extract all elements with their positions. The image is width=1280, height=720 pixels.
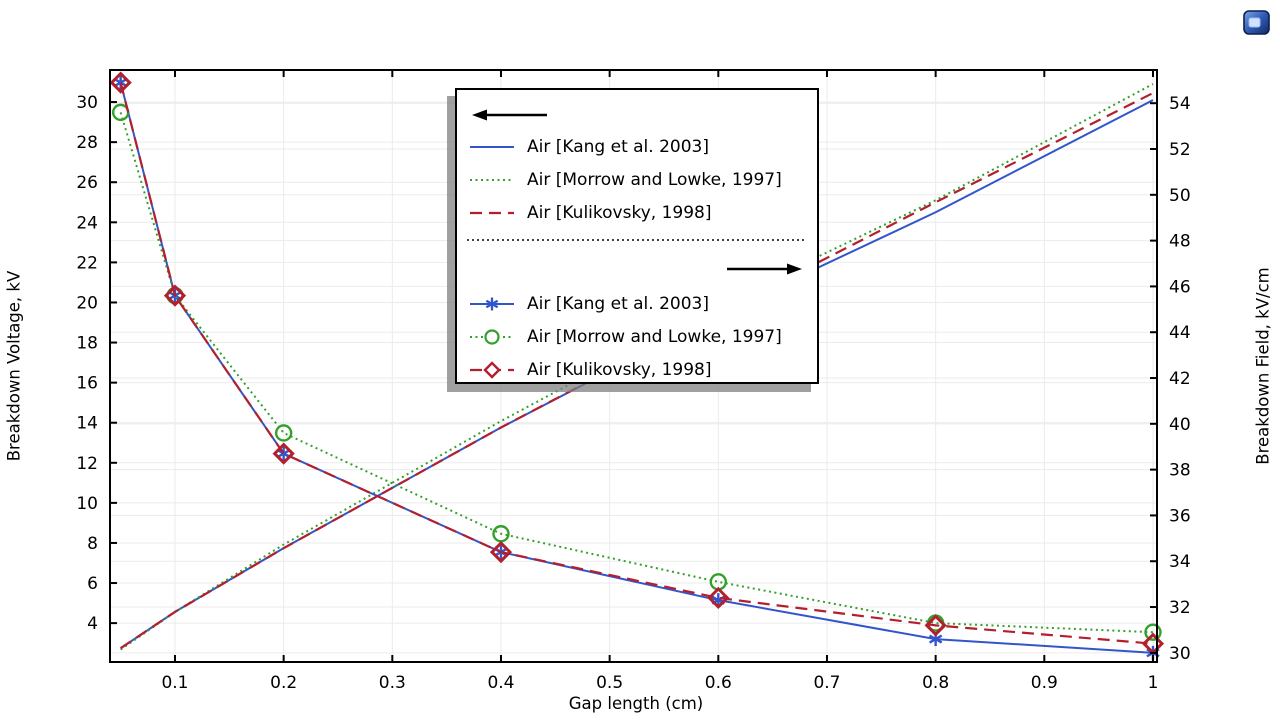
y-left-tick-label: 26 (76, 173, 98, 193)
y-axis-label-left: Breakdown Voltage, kV (4, 270, 24, 462)
legend-item-label: Air [Kulikovsky, 1998] (527, 202, 712, 223)
diamond-marker (163, 284, 187, 307)
y-left-tick-label: 18 (76, 334, 98, 354)
y-left-tick-label: 16 (76, 374, 98, 394)
legend-item: Air [Kang et al. 2003] (457, 287, 817, 320)
y-right-tick-label: 38 (1169, 461, 1191, 481)
legend-item: Air [Kulikovsky, 1998] (457, 353, 817, 386)
x-axis-label: Gap length (cm) (568, 694, 704, 713)
star-marker (928, 634, 943, 644)
series-line-4 (119, 112, 1154, 634)
y-left-tick-label: 20 (76, 293, 98, 313)
y-right-tick-label: 30 (1169, 644, 1191, 664)
series-line-5 (119, 82, 1154, 645)
diamond-marker (272, 442, 295, 465)
plot-window-icon-glyph (1248, 17, 1261, 28)
y-right-tick-label: 46 (1169, 277, 1191, 297)
legend-item-label: Air [Morrow and Lowke, 1997] (527, 169, 782, 190)
legend-item: Air [Kang et al. 2003] (457, 130, 817, 163)
left-arrow-icon (472, 109, 547, 121)
y-right-tick-label: 52 (1169, 140, 1191, 160)
series-line-2 (120, 92, 1154, 650)
legend-item: Air [Morrow and Lowke, 1997] (457, 320, 817, 353)
plot-border (109, 69, 1158, 663)
diamond-marker (109, 71, 132, 94)
circle-marker (1144, 623, 1162, 641)
x-tick-label: 0.9 (1031, 673, 1058, 693)
x-tick-label: 0.1 (161, 673, 188, 693)
x-tick-label: 0.8 (922, 673, 949, 693)
y-right-tick-label: 36 (1169, 506, 1191, 526)
legend-sample-dashed (470, 211, 514, 214)
legend-sample-solid-star (470, 297, 514, 310)
legend-sample-dotted-circle (470, 328, 514, 345)
y-right-tick-label: 32 (1169, 598, 1191, 618)
diamond-marker (707, 586, 730, 609)
legend-item-label: Air [Morrow and Lowke, 1997] (527, 326, 782, 347)
legend-right-arrow-row (457, 251, 817, 287)
y-right-tick-label: 48 (1169, 232, 1191, 252)
y-right-tick-label: 44 (1169, 323, 1191, 343)
legend: Air [Kang et al. 2003] Air [Morrow and Lo… (455, 88, 819, 384)
y-axis-label-right: Breakdown Field, kV/cm (1253, 267, 1273, 465)
star-marker (276, 449, 291, 459)
x-tick-label: 1 (1148, 673, 1159, 693)
y-left-tick-label: 22 (76, 253, 98, 273)
legend-item: Air [Kulikovsky, 1998] (457, 196, 817, 229)
y-left-tick-label: 28 (76, 133, 98, 153)
y-left-tick-label: 14 (76, 414, 98, 434)
circle-marker (274, 424, 293, 442)
x-tick-label: 0.7 (813, 673, 840, 693)
legend-separator (457, 229, 817, 251)
y-left-tick-label: 4 (87, 614, 98, 634)
diamond-marker (489, 540, 513, 564)
separator-dotted-line (467, 239, 807, 241)
y-left-tick-label: 24 (76, 213, 98, 233)
legend-sample-solid (470, 145, 514, 148)
y-left-tick-label: 10 (76, 494, 98, 514)
y-right-tick-label: 34 (1169, 552, 1191, 572)
y-left-tick-label: 8 (87, 534, 98, 554)
legend-item: Air [Morrow and Lowke, 1997] (457, 163, 817, 196)
x-tick-label: 0.4 (487, 673, 514, 693)
x-tick-label: 0.5 (596, 673, 623, 693)
y-left-tick-label: 12 (76, 454, 98, 474)
y-right-tick-label: 42 (1169, 369, 1191, 389)
legend-left-arrow-row (457, 100, 817, 130)
y-right-tick-label: 50 (1169, 186, 1191, 206)
legend-item-label: Air [Kulikovsky, 1998] (527, 359, 712, 380)
legend-sample-dashed-diamond (470, 360, 514, 379)
y-right-tick-label: 54 (1169, 94, 1191, 114)
legend-item-label: Air [Kang et al. 2003] (527, 293, 709, 314)
y-left-tick-label: 6 (87, 574, 98, 594)
legend-sample-dotted (470, 178, 514, 181)
y-right-tick-label: 40 (1169, 415, 1191, 435)
diamond-marker (924, 614, 947, 637)
x-tick-label: 0.3 (379, 673, 406, 693)
right-arrow-icon (727, 263, 802, 275)
x-tick-label: 0.6 (705, 673, 732, 693)
plot-window-icon[interactable] (1243, 10, 1270, 35)
legend-item-label: Air [Kang et al. 2003] (527, 136, 709, 157)
x-tick-label: 0.2 (270, 673, 297, 693)
y-left-tick-label: 30 (76, 93, 98, 113)
